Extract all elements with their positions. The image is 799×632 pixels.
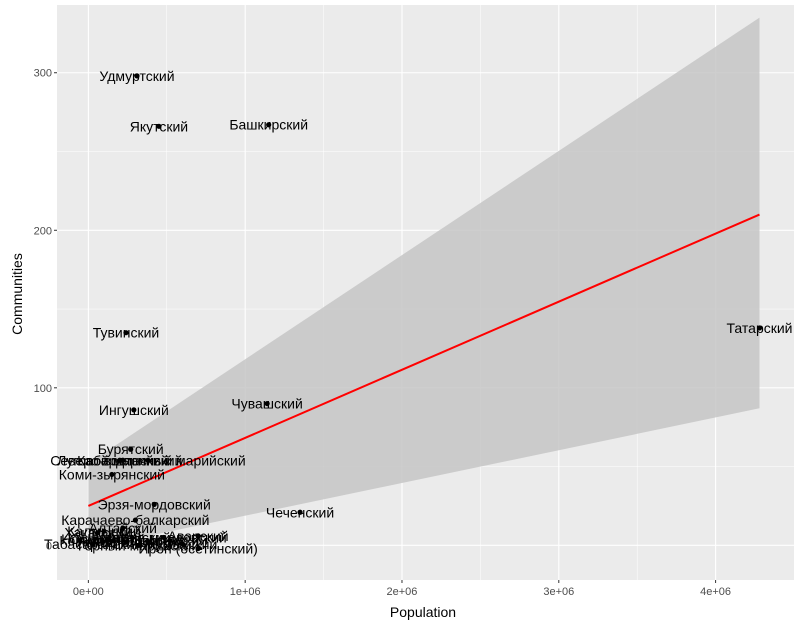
point-label: Горный марийский (78, 537, 199, 553)
y-axis-title: Communities (9, 253, 25, 335)
point-label: Коми-зырянский (59, 466, 165, 482)
data-point (297, 509, 303, 515)
point-labels: Удмуртский Якутский Башкирский Тувинский Тат… (44, 68, 792, 557)
point-label: Карачаево-балкарский (61, 512, 209, 528)
point-label: Бурятский (98, 441, 164, 457)
point-label: Тувинский (93, 325, 160, 341)
data-point (179, 541, 186, 547)
point-label: Хакасский (64, 525, 131, 541)
point-label: Кабардинский (77, 452, 168, 468)
point-label: Якутский (130, 118, 188, 134)
point-label: Северо-восточный марийский (50, 452, 245, 468)
point-label: Удмуртский (99, 68, 174, 84)
point-label: Кумыкский (148, 536, 218, 552)
point-label: Даргинский (133, 533, 207, 549)
data-point (128, 446, 134, 452)
data-point (145, 457, 151, 463)
x-axis-ticks: 0e+00 1e+06 2e+06 3e+06 4e+06 (73, 580, 731, 598)
point-label: Башкирский (229, 117, 308, 133)
point-label: Лезгинский (112, 534, 185, 550)
y-tick-label: 200 (34, 225, 52, 237)
confidence-ribbon (88, 17, 760, 549)
y-tick-label: 100 (34, 383, 52, 395)
confidence-band (88, 17, 760, 549)
data-point (123, 330, 129, 336)
data-point (134, 73, 140, 79)
data-point (156, 123, 162, 129)
data-point (167, 538, 173, 544)
data-point (195, 533, 201, 539)
data-point (135, 542, 142, 548)
x-tick-label: 2e+06 (387, 586, 418, 598)
data-point (145, 539, 151, 545)
data-point (151, 501, 157, 507)
point-label: Осетинский (69, 531, 145, 547)
point-label: Татарский (727, 320, 793, 336)
data-point (95, 530, 101, 536)
point-label: Ирон (осетинский) (138, 540, 257, 556)
data-point (101, 528, 107, 534)
data-points (90, 73, 763, 552)
point-label: Лакский (76, 534, 128, 550)
data-point (120, 525, 126, 531)
x-tick-label: 1e+06 (230, 586, 261, 598)
point-label: Эрзя-мордовский (98, 496, 211, 512)
point-label: Адыгейский (94, 529, 171, 545)
data-point (110, 538, 117, 544)
point-label: Аварский (168, 528, 229, 544)
x-tick-label: 4e+06 (700, 586, 731, 598)
data-point (131, 407, 137, 413)
data-point (109, 471, 115, 478)
trend-line (87, 213, 760, 507)
data-point (90, 541, 96, 547)
point-label: Мокша-мордовский (100, 529, 226, 545)
x-axis-title: Population (390, 604, 456, 620)
y-tick-label: 0 (46, 540, 52, 552)
point-label: Чеченский (266, 504, 334, 520)
data-point (756, 325, 763, 331)
point-label: Луговой марийский (57, 452, 182, 468)
data-point (99, 539, 106, 545)
data-point (92, 536, 98, 542)
point-label: Коми-пермяцкий (59, 533, 167, 549)
data-point (264, 400, 270, 407)
data-point (266, 122, 272, 128)
data-point (132, 517, 139, 523)
point-label: Чувашский (231, 396, 302, 412)
point-label: Ногайский (61, 531, 128, 547)
point-label: Калмыцкий (67, 523, 141, 539)
y-axis-ticks: 0 100 200 300 (34, 68, 57, 552)
x-tick-label: 3e+06 (543, 586, 574, 598)
point-label: Табасаранский (44, 536, 142, 552)
regression-line (87, 213, 760, 507)
data-point (161, 534, 167, 541)
x-tick-label: 0e+00 (73, 586, 104, 598)
data-point (129, 534, 135, 541)
point-label: Ингушский (99, 402, 169, 418)
point-label: Алтайский (89, 520, 157, 536)
data-point (120, 457, 126, 463)
data-point (104, 536, 110, 542)
y-tick-label: 300 (34, 68, 52, 80)
data-point (195, 545, 201, 552)
